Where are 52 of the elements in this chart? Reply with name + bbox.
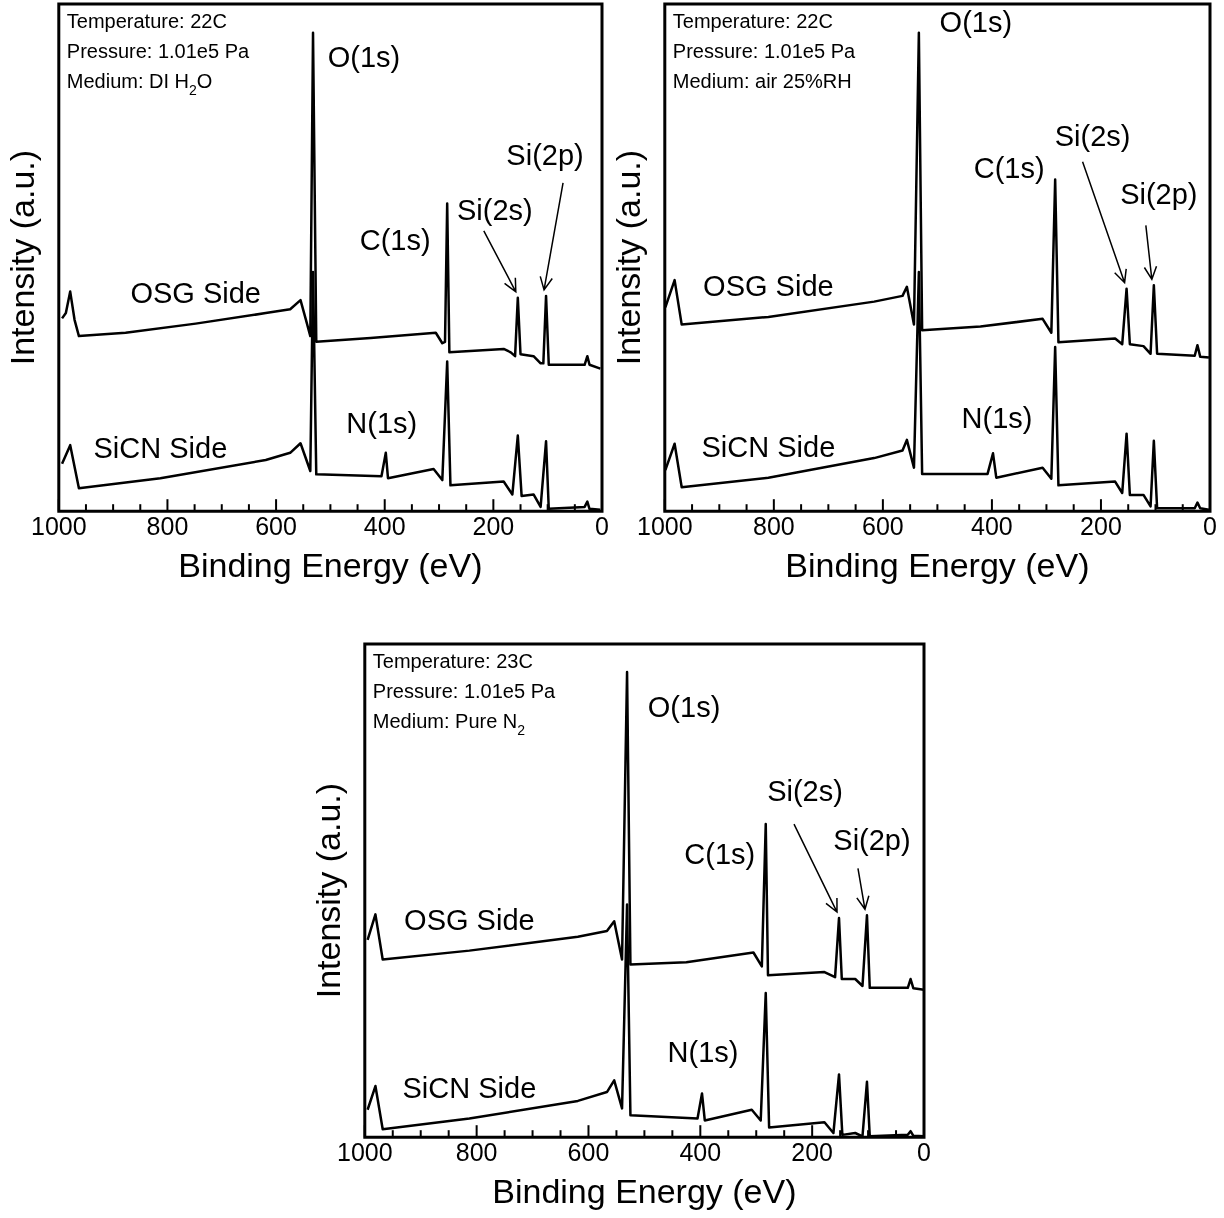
annotation: O(1s) — [939, 5, 1013, 38]
annotation: Si(2s) — [456, 193, 533, 226]
series-label: SiCN Side — [701, 431, 836, 464]
annotation: Si(2p) — [1120, 178, 1198, 211]
y-axis-title: Intensity (a.u.) — [2, 149, 41, 366]
annotation: N(1s) — [961, 402, 1033, 435]
x-tick-label: 600 — [862, 512, 904, 541]
x-tick-label: 0 — [1203, 512, 1217, 541]
x-axis-title: Binding Energy (eV) — [785, 545, 1090, 584]
x-axis-title: Binding Energy (eV) — [492, 1171, 797, 1210]
x-tick-label: 800 — [455, 1138, 498, 1167]
x-tick-label: 200 — [1080, 512, 1122, 541]
x-tick-label: 800 — [752, 512, 795, 541]
series-label: SiCN Side — [93, 431, 228, 464]
text: Temperature: 22C — [672, 10, 833, 32]
y-axis-title: Intensity (a.u.) — [608, 149, 647, 366]
annotation: Pressure: 1.01e5 Pa — [672, 40, 857, 62]
x-tick-label: 200 — [791, 1138, 834, 1167]
y-axis-title: Intensity (a.u.) — [308, 782, 347, 999]
annotation: Pressure: 1.01e5 Pa — [66, 40, 251, 62]
annotation: Temperature: 23C — [372, 650, 533, 672]
annotation: C(1s) — [973, 151, 1045, 184]
annotation: Si(2s) — [1054, 119, 1131, 152]
annotation: Si(2p) — [833, 824, 911, 857]
series-label: OSG Side — [130, 277, 261, 310]
x-tick-label: 200 — [472, 512, 515, 541]
x-axis-title: Binding Energy (eV) — [178, 545, 483, 584]
x-tick-label: 1000 — [30, 512, 87, 541]
text: Temperature: 22C — [66, 10, 227, 32]
x-tick-label: 600 — [255, 512, 297, 541]
x-tick-label: 0 — [595, 512, 609, 541]
series-label: OSG Side — [404, 904, 535, 937]
annotation: Si(2p) — [506, 138, 584, 171]
annotation: Pressure: 1.01e5 Pa — [372, 680, 557, 702]
x-tick-label: 600 — [567, 1138, 610, 1167]
annotation: Medium: air 25%RH — [672, 70, 852, 92]
series-label: OSG Side — [703, 270, 834, 303]
annotation: Si(2s) — [767, 775, 843, 808]
annotation: C(1s) — [359, 223, 431, 256]
x-tick-label: 400 — [971, 512, 1013, 541]
x-tick-label: 1000 — [636, 512, 693, 541]
annotation: C(1s) — [684, 838, 756, 871]
x-tick-label: 1000 — [336, 1138, 393, 1167]
x-tick-label: 0 — [917, 1138, 931, 1167]
annotation: O(1s) — [647, 690, 721, 723]
annotation: N(1s) — [667, 1036, 739, 1069]
x-tick-label: 400 — [679, 1138, 722, 1167]
annotation: N(1s) — [346, 406, 418, 439]
annotation: O(1s) — [327, 40, 401, 73]
x-tick-label: 400 — [363, 512, 406, 541]
series-label: SiCN Side — [402, 1072, 537, 1105]
x-tick-label: 800 — [146, 512, 189, 541]
